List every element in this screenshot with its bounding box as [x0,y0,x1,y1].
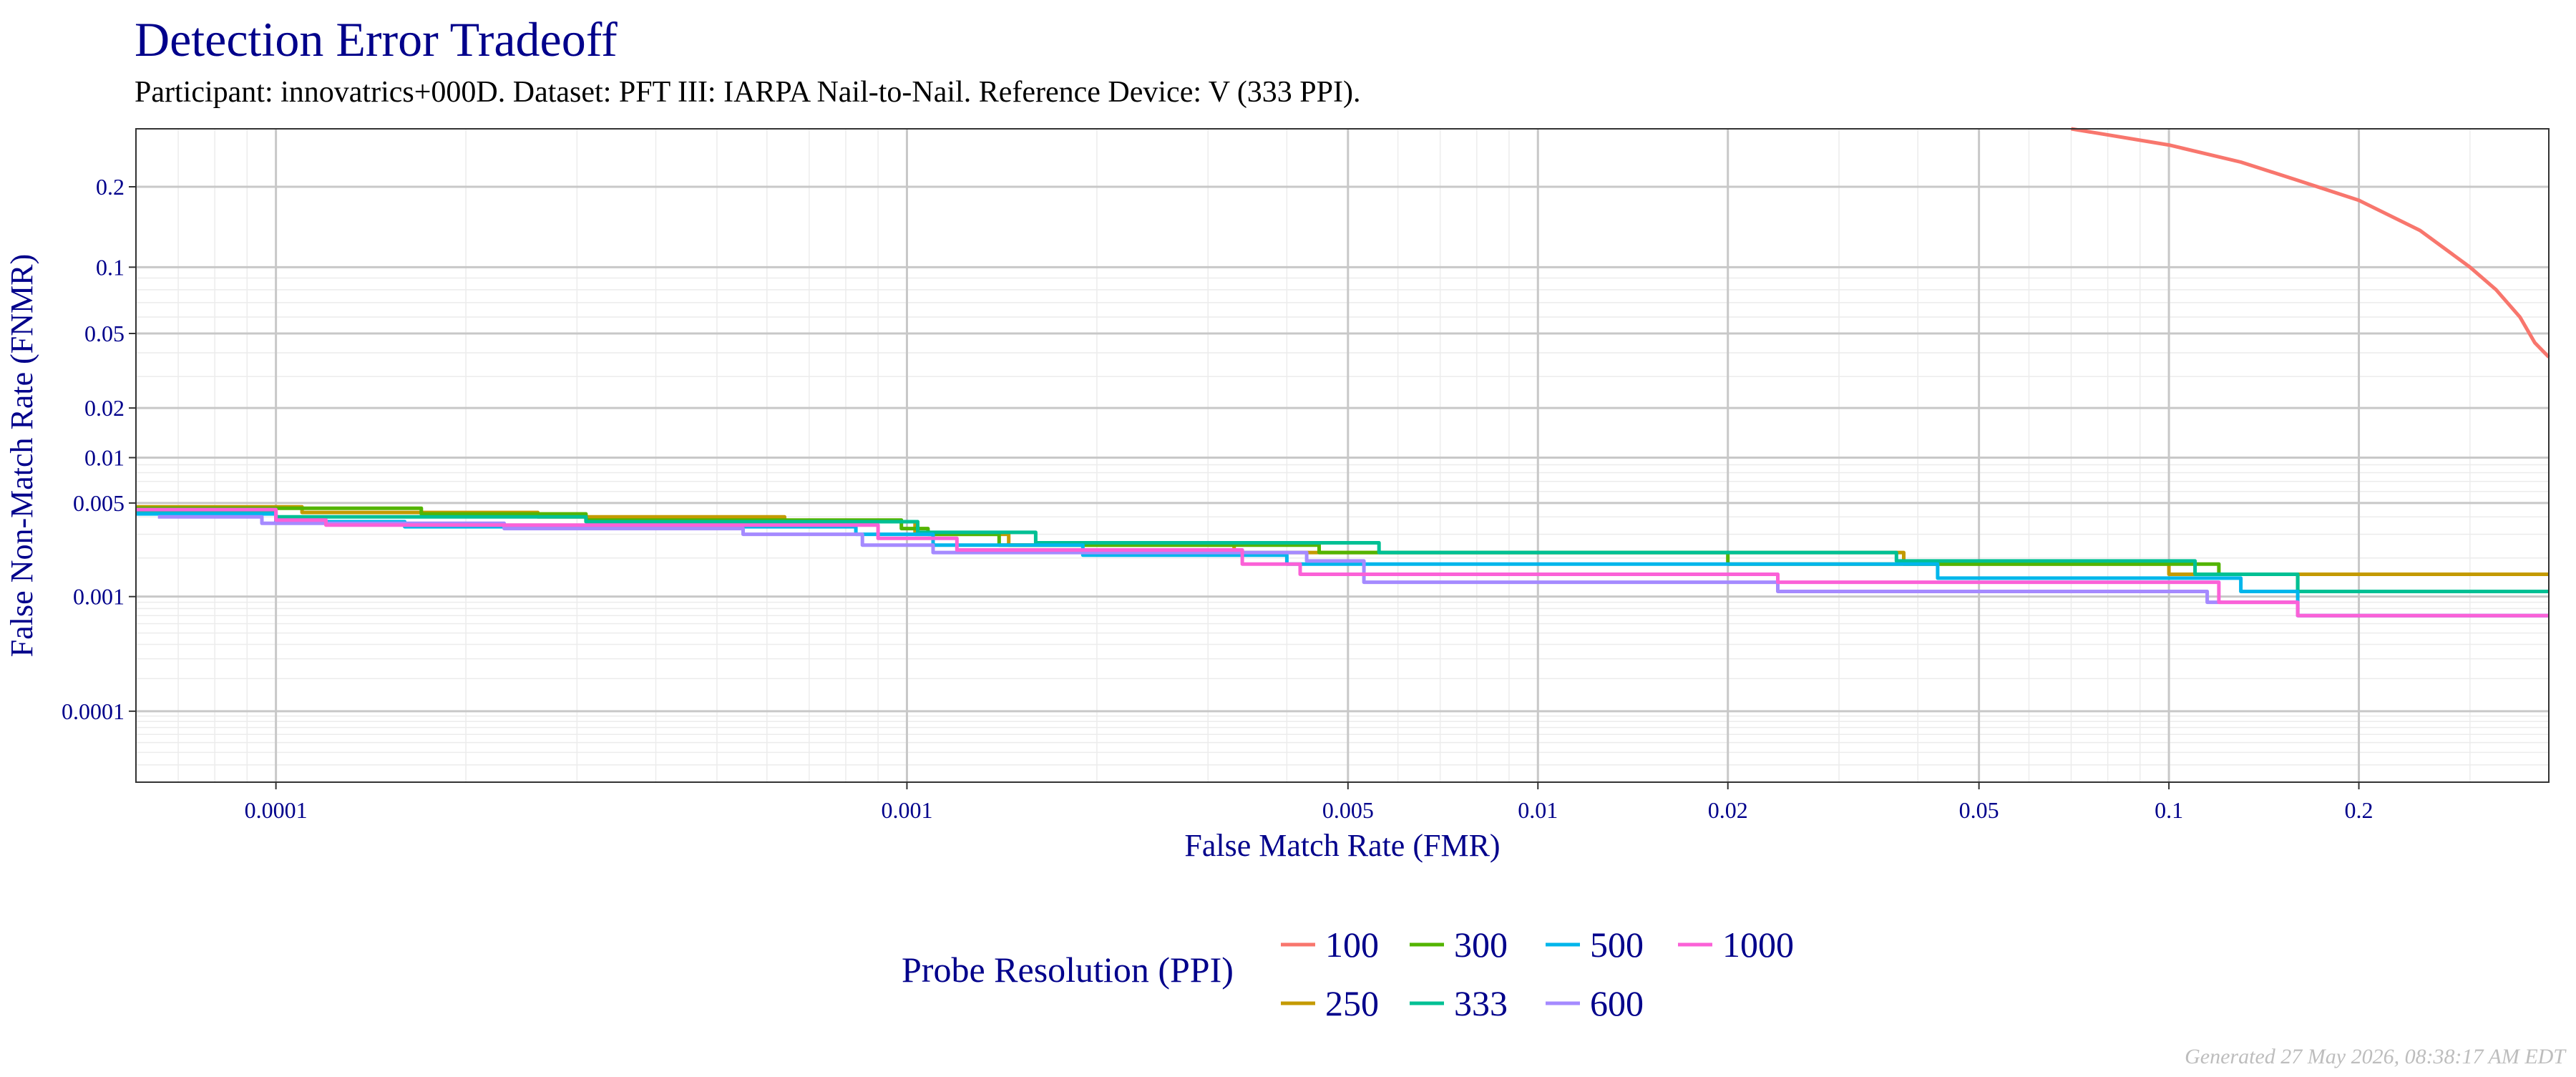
series-line-100 [2071,127,2550,359]
chart-subtitle: Participant: innovatrics+000D. Dataset: … [135,76,1361,109]
series-line-1000 [136,507,2549,618]
series-line-333 [136,509,2549,593]
legend-label-100: 100 [1325,925,1379,965]
legend-label-500: 500 [1590,925,1644,965]
y-tick-label: 0.1 [96,254,125,280]
legend-label-300: 300 [1454,925,1508,965]
x-tick-label: 0.0001 [245,797,308,823]
x-axis-title: False Match Rate (FMR) [1184,828,1500,863]
x-tick-label: 0.2 [2345,797,2373,823]
legend-title: Probe Resolution (PPI) [902,950,1234,990]
y-tick-label: 0.001 [73,584,125,610]
x-tick-label: 0.02 [1708,797,1748,823]
x-tick-label: 0.01 [1518,797,1558,823]
plot-panel-border [135,128,2550,783]
legend: Probe Resolution (PPI) 100 300 500 1000 250 3… [902,925,1794,1023]
data-series [136,127,2550,618]
y-tick-label: 0.05 [84,321,125,346]
x-tick-label: 0.001 [881,797,932,823]
y-tick-label: 0.0001 [62,698,125,724]
y-tick-label: 0.005 [73,490,125,516]
x-tick-label: 0.05 [1959,797,1999,823]
y-tick-label: 0.01 [84,444,125,470]
y-tick-label: 0.2 [96,174,125,200]
legend-label-333: 333 [1454,983,1508,1023]
legend-label-1000: 1000 [1722,925,1794,965]
y-axis-title: False Non-Match Rate (FNMR) [4,254,39,657]
x-tick-label: 0.1 [2155,797,2183,823]
legend-label-600: 600 [1590,983,1644,1023]
y-tick-label: 0.02 [84,395,125,421]
chart-title: Detection Error Tradeoff [135,12,618,67]
generated-timestamp: Generated 27 May 2026, 08:38:17 AM EDT [2185,1045,2567,1068]
grid-lines [135,129,2549,782]
series-line-600 [157,515,2549,618]
legend-label-250: 250 [1325,983,1379,1023]
axes: 0.0001 0.001 0.005 0.01 0.02 0.05 0.1 0.2 0.0001… [62,174,2373,823]
x-tick-label: 0.005 [1322,797,1374,823]
